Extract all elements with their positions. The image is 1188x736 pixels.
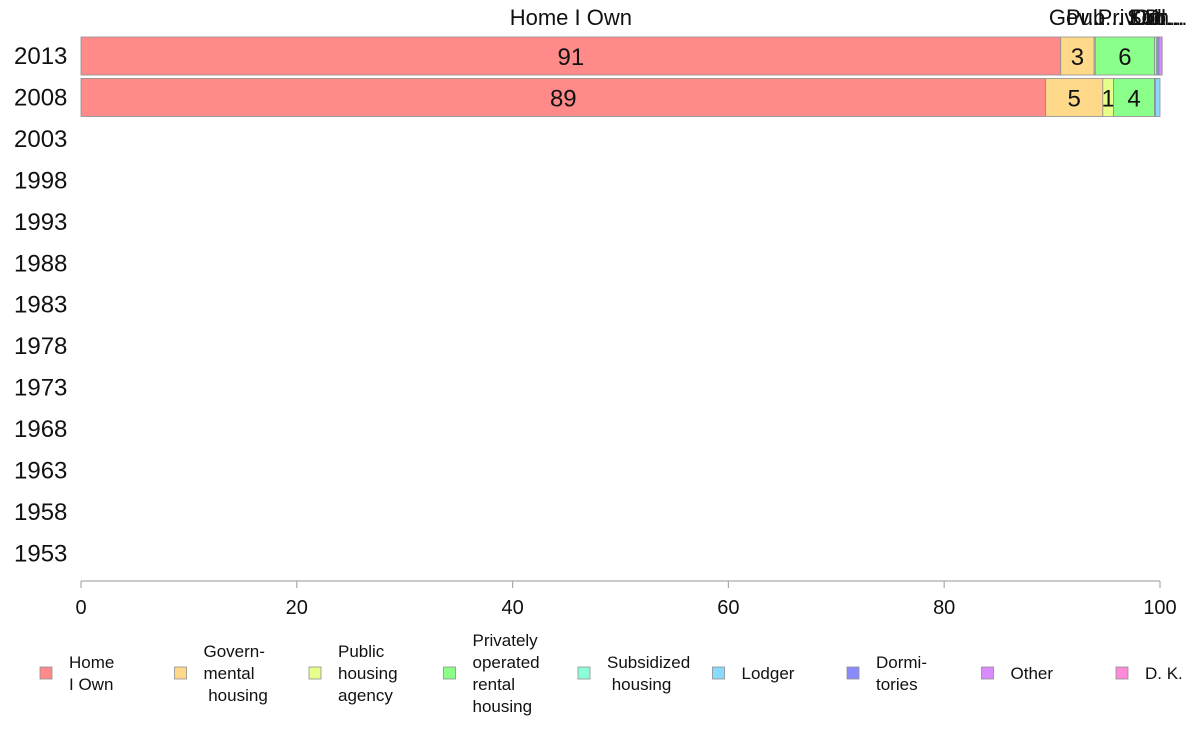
y-tick-label: 2003 (14, 126, 67, 153)
x-tick-label: 100 (1143, 597, 1176, 619)
series-top-label: Lod... (1129, 5, 1184, 30)
legend-label-line: agency (338, 686, 393, 705)
legend-swatch (577, 666, 591, 680)
data-label: 1 (1102, 85, 1115, 112)
y-tick-label: 2008 (14, 84, 67, 111)
legend-swatch (308, 666, 322, 680)
legend-label-line: Lodger (742, 664, 795, 683)
legend-swatch (846, 666, 860, 680)
y-tick-label: 1973 (14, 375, 67, 402)
legend: Home I Own Govern-mental housing Public hous… (39, 631, 1183, 716)
y-tick-label: 1978 (14, 333, 67, 360)
legend-label: Lodger (742, 664, 795, 683)
legend-label: Subsidized housing (607, 653, 690, 694)
legend-label-line: housing (338, 664, 398, 683)
legend-label-line: D. K. (1145, 664, 1183, 683)
y-tick-label: 1983 (14, 292, 67, 319)
legend-label-line: housing (607, 675, 671, 694)
bar-segment (1155, 78, 1161, 117)
x-tick-label: 0 (75, 597, 86, 619)
legend-label: Privately operated rental housing (473, 631, 540, 716)
data-label: 4 (1127, 85, 1140, 112)
series-top-label: Home I Own (510, 5, 632, 30)
y-tick-label: 1968 (14, 416, 67, 443)
series-top-label: Pub... (1066, 5, 1123, 30)
legend-swatch (443, 666, 456, 680)
y-tick-label: 2013 (14, 43, 67, 70)
legend-label-line: tories (876, 675, 918, 694)
legend-label-line: rental (473, 675, 516, 694)
x-tick-label: 60 (717, 597, 739, 619)
y-tick-label: 1953 (14, 540, 67, 567)
legend-label-line: I Own (69, 675, 113, 694)
legend-label: Public housing agency (338, 642, 398, 705)
legend-label-line: housing (473, 697, 533, 716)
legend-label-line: housing (204, 686, 268, 705)
x-tick-label: 40 (501, 597, 523, 619)
legend-label-line: mental (204, 664, 255, 683)
y-tick-label: 1958 (14, 499, 67, 526)
data-label: 6 (1118, 44, 1131, 71)
legend-label-line: Public (338, 642, 385, 661)
series-top-label: Sub... (1127, 5, 1184, 30)
legend-label: Home I Own (69, 653, 114, 694)
y-tick-label: 1963 (14, 458, 67, 485)
legend-swatch (981, 666, 994, 680)
data-label: 5 (1068, 85, 1081, 112)
x-tick-label: 80 (933, 597, 955, 619)
legend-label: Other (1011, 664, 1054, 683)
legend-label-line: Govern- (204, 642, 265, 661)
legend-swatch (39, 666, 53, 680)
series-top-label: Dor... (1132, 5, 1185, 30)
data-label: 3 (1071, 44, 1084, 71)
data-label: 89 (550, 85, 577, 112)
legend-label-line: Home (69, 653, 114, 672)
x-axis: 0 20 40 60 80 100 (75, 580, 1177, 619)
y-tick-label: 1988 (14, 250, 67, 277)
legend-label-line: operated (473, 653, 540, 672)
data-label: 91 (558, 44, 585, 71)
series-top-label: Gov... (1049, 5, 1106, 30)
series-top-labels: Home I Own Gov...Pub...Priv...Sub...Lod..… (510, 5, 1188, 30)
bar-stacks: 91 3 6 89 5 1 4 (80, 36, 1163, 117)
bar-segment (1158, 36, 1163, 76)
legend-swatch (712, 666, 725, 680)
y-tick-label: 1998 (14, 167, 67, 194)
legend-label: Dormi-tories (876, 653, 927, 694)
legend-label: Govern-mental housing (204, 642, 268, 705)
y-axis-labels: 2013 2008 2003 1998 1993 1988 1983 1978 1973 1968… (14, 43, 67, 567)
legend-label-line: Other (1011, 664, 1054, 683)
x-tick-label: 20 (286, 597, 308, 619)
y-tick-label: 1993 (14, 209, 67, 236)
series-top-label: D... (1145, 5, 1179, 30)
bar-segment (1113, 78, 1156, 117)
legend-swatch (174, 666, 187, 680)
legend-swatch (1115, 666, 1129, 680)
series-top-label: Oth... (1134, 5, 1188, 30)
series-top-label: Priv... (1098, 5, 1153, 30)
legend-label-line: Subsidized (607, 653, 690, 672)
legend-label-line: Privately (473, 631, 539, 650)
legend-label-line: Dormi- (876, 653, 927, 672)
bar-segment (80, 78, 1047, 117)
legend-label: D. K. (1145, 664, 1183, 683)
